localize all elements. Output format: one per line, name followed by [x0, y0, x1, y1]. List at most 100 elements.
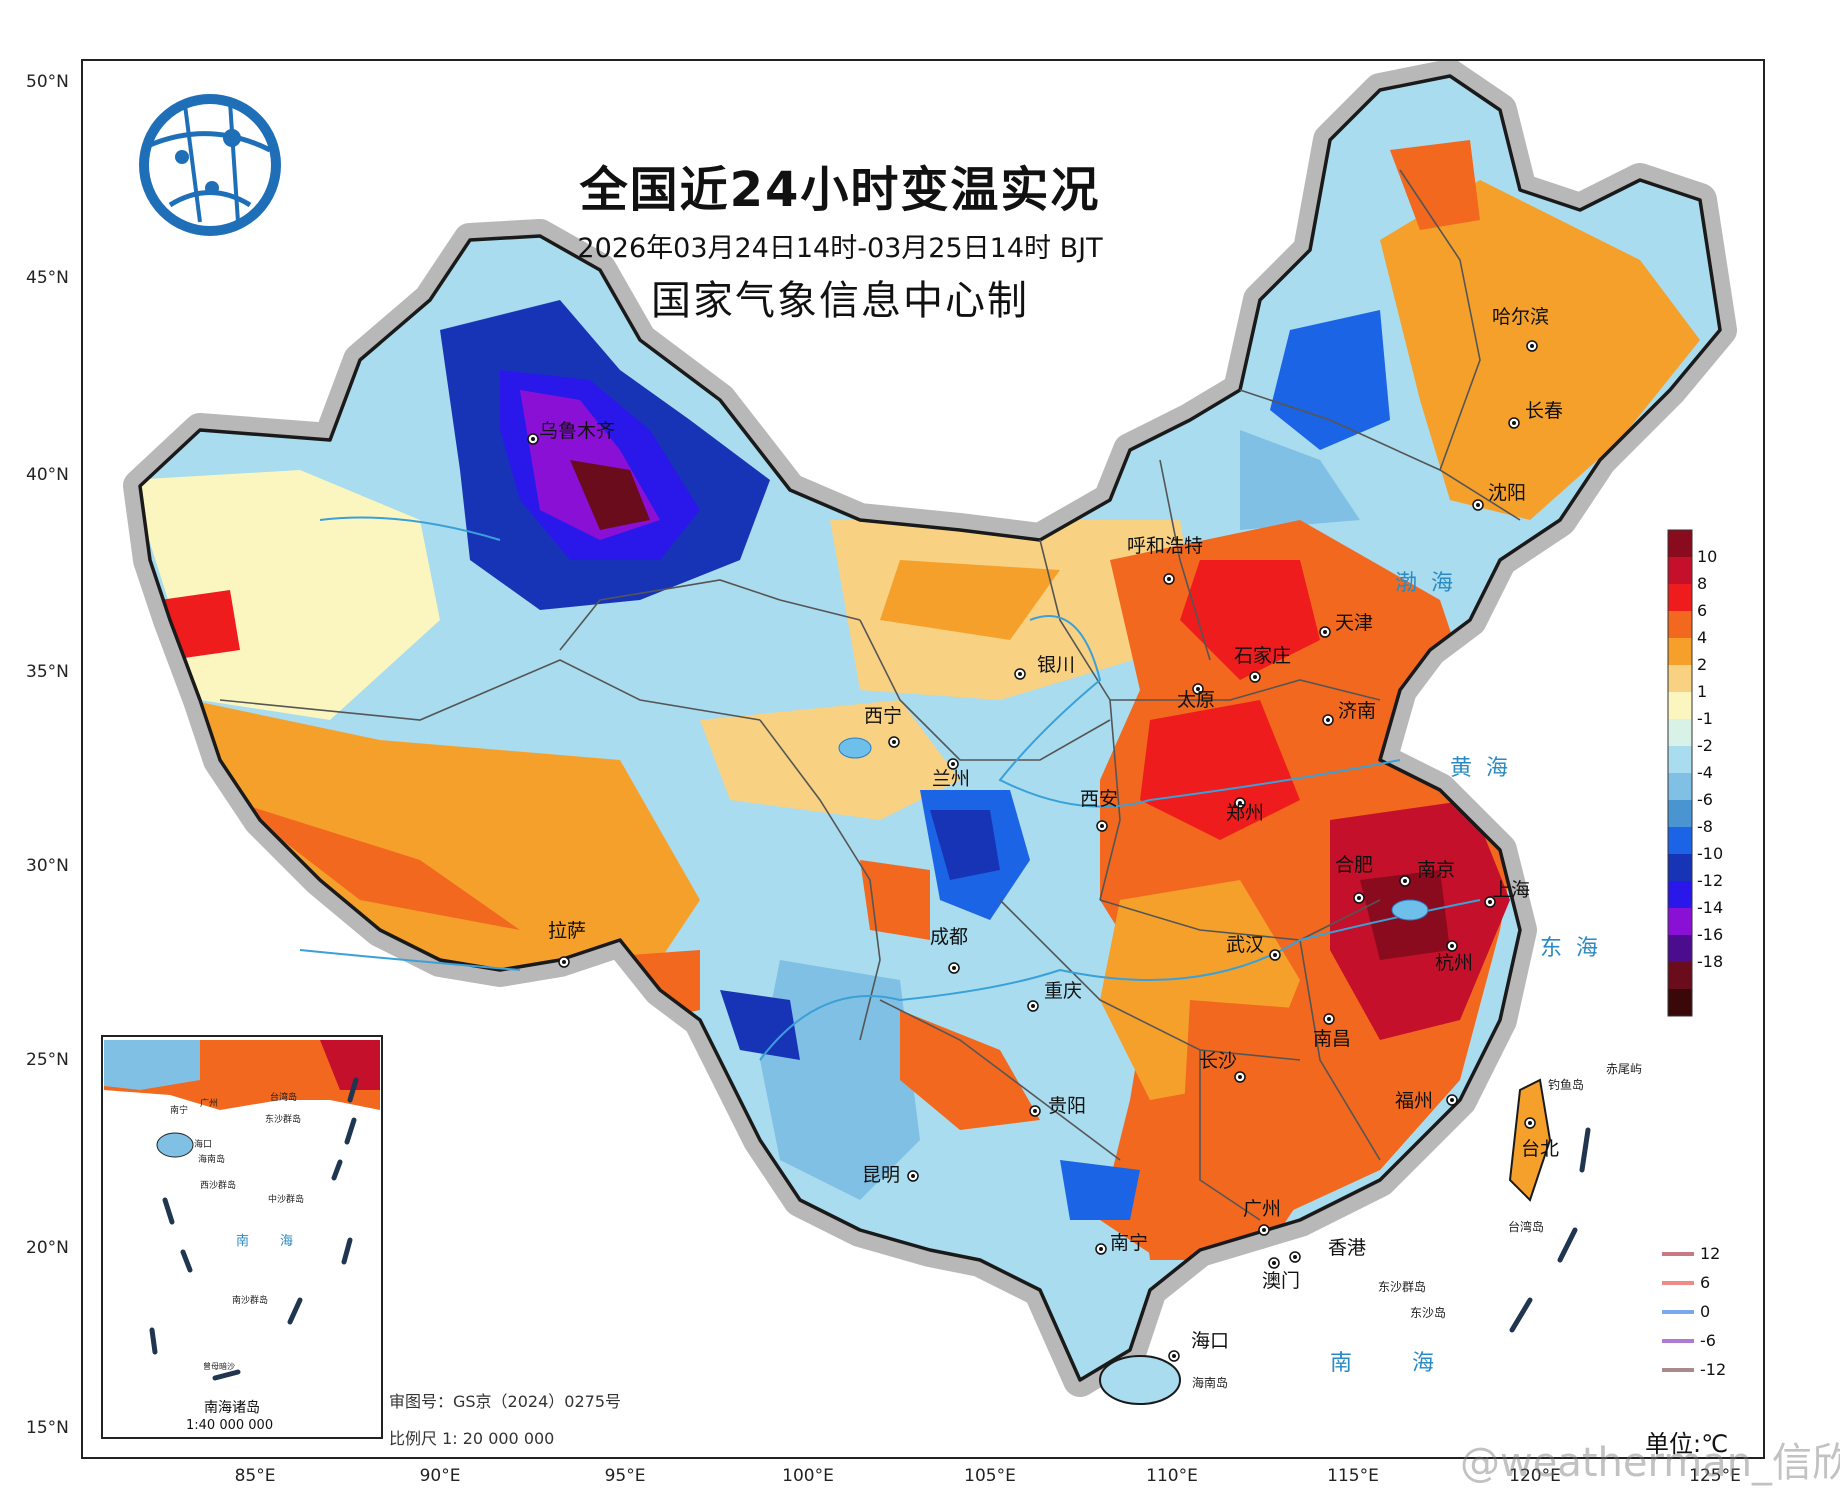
- city-marker-core: [1512, 421, 1516, 425]
- colorbar-swatch: [1668, 746, 1692, 773]
- colorbar-label: 2: [1697, 655, 1708, 674]
- city-marker-core: [892, 740, 896, 744]
- colorbar: [1667, 529, 1693, 1017]
- longitude-label: 95°E: [604, 1466, 646, 1486]
- unit-label: 单位:℃: [1645, 1430, 1729, 1458]
- label-dongsha: 东沙群岛: [1378, 1280, 1427, 1294]
- city-label: 福州: [1395, 1090, 1434, 1112]
- inset-label-nan: 南: [236, 1234, 250, 1249]
- city-marker-core: [1018, 672, 1022, 676]
- city-marker-core: [1326, 718, 1330, 722]
- colorbar-swatch: [1668, 854, 1692, 881]
- city-marker-core: [911, 1174, 915, 1178]
- inset-label-zhongsha: 中沙群岛: [268, 1195, 305, 1205]
- inset-map: [101, 1035, 383, 1439]
- inset-label-xisha: 西沙群岛: [200, 1181, 237, 1191]
- colorbar-label: -1: [1697, 709, 1713, 728]
- issuer: 国家气象信息中心制: [651, 278, 1029, 324]
- city-marker-core: [1293, 1255, 1297, 1259]
- city-marker-core: [1450, 1098, 1454, 1102]
- city-label: 西宁: [864, 705, 903, 727]
- colorbar-swatch: [1668, 692, 1692, 719]
- city-label: 沈阳: [1488, 482, 1527, 504]
- city-label: 香港: [1328, 1237, 1367, 1259]
- colorbar-swatch: [1668, 584, 1692, 611]
- inset-scale: 1:40 000 000: [186, 1418, 274, 1433]
- city-marker-core: [1488, 900, 1492, 904]
- city-label: 广州: [1243, 1198, 1282, 1220]
- colorbar-label: 4: [1697, 628, 1708, 647]
- city-label: 天津: [1335, 612, 1374, 634]
- colorbar-swatch: [1668, 719, 1692, 746]
- colorbar-swatch: [1668, 557, 1692, 584]
- longitude-label: 90°E: [419, 1466, 461, 1486]
- colorbar-swatch: [1668, 935, 1692, 962]
- colorbar-label: -4: [1697, 763, 1713, 782]
- latitude-label: 40°N: [26, 465, 69, 485]
- inset-label-zengmu: 曾母暗沙: [203, 1362, 235, 1371]
- colorbar-swatch: [1668, 800, 1692, 827]
- isoline-legend: [1662, 1252, 1694, 1372]
- latitude-label: 50°N: [26, 72, 69, 92]
- city-label: 长春: [1525, 400, 1564, 422]
- latitude-label: 15°N: [26, 1418, 69, 1438]
- sea-label-donghai: 东海: [1540, 936, 1613, 961]
- inset-label-taiwan: 台湾岛: [270, 1093, 298, 1103]
- city-label: 武汉: [1226, 934, 1265, 956]
- map-title: 全国近24小时变温实况: [579, 162, 1101, 218]
- city-label: 石家庄: [1234, 645, 1292, 667]
- colorbar-swatch: [1668, 881, 1692, 908]
- colorbar-label: -10: [1697, 844, 1724, 863]
- city-label: 银川: [1037, 654, 1076, 676]
- city-marker-core: [1031, 1004, 1035, 1008]
- city-label: 济南: [1338, 700, 1377, 722]
- city-marker-core: [951, 762, 955, 766]
- isoline-label: -12: [1700, 1360, 1727, 1379]
- city-marker-core: [952, 966, 956, 970]
- approval-number: 审图号：GS京（2024）0275号: [389, 1392, 621, 1411]
- city-marker-core: [1530, 344, 1534, 348]
- colorbar-label: -2: [1697, 736, 1713, 755]
- city-marker-core: [1476, 503, 1480, 507]
- inset-label-nanning: 南宁: [170, 1106, 189, 1116]
- watermark: @weatherman_信欣: [1460, 1440, 1840, 1486]
- city-label: 哈尔滨: [1492, 306, 1550, 328]
- longitude-label: 125°E: [1689, 1466, 1741, 1486]
- time-range: 2026年03月24日14时-03月25日14时 BJT: [577, 233, 1103, 264]
- city-label: 太原: [1177, 689, 1216, 711]
- city-marker-core: [1253, 675, 1257, 679]
- city-label: 重庆: [1044, 980, 1083, 1002]
- city-marker-core: [1099, 1247, 1103, 1251]
- colorbar-frame: [1667, 529, 1693, 1017]
- colorbar-swatch: [1668, 611, 1692, 638]
- latitude-label: 25°N: [26, 1050, 69, 1070]
- colorbar-swatch: [1668, 665, 1692, 692]
- colorbar-label: -16: [1697, 925, 1724, 944]
- label-taiwan-island: 台湾岛: [1508, 1220, 1545, 1234]
- city-marker-core: [562, 960, 566, 964]
- longitude-label: 120°E: [1509, 1466, 1561, 1486]
- latitude-label: 45°N: [26, 268, 69, 288]
- city-label: 长沙: [1199, 1050, 1238, 1072]
- colorbar-swatch: [1668, 827, 1692, 854]
- city-marker-core: [1403, 879, 1407, 883]
- city-label: 郑州: [1226, 802, 1265, 824]
- city-label: 南宁: [1110, 1232, 1149, 1254]
- city-label: 合肥: [1335, 854, 1374, 876]
- colorbar-label: 8: [1697, 574, 1708, 593]
- inset-label-guangzhou: 广州: [200, 1099, 219, 1109]
- colorbar-label: 1: [1697, 682, 1708, 701]
- latitude-label: 30°N: [26, 856, 69, 876]
- city-label: 兰州: [932, 768, 971, 790]
- city-label: 南昌: [1313, 1028, 1352, 1050]
- longitude-label: 110°E: [1146, 1466, 1198, 1486]
- city-label: 南京: [1417, 859, 1456, 881]
- city-marker-core: [1196, 687, 1200, 691]
- sea-label-nanhai: 南海: [1330, 1351, 1495, 1376]
- city-label: 西安: [1080, 788, 1119, 810]
- colorbar-label: 6: [1697, 601, 1708, 620]
- city-marker-core: [1238, 1075, 1242, 1079]
- city-label: 乌鲁木齐: [539, 420, 616, 442]
